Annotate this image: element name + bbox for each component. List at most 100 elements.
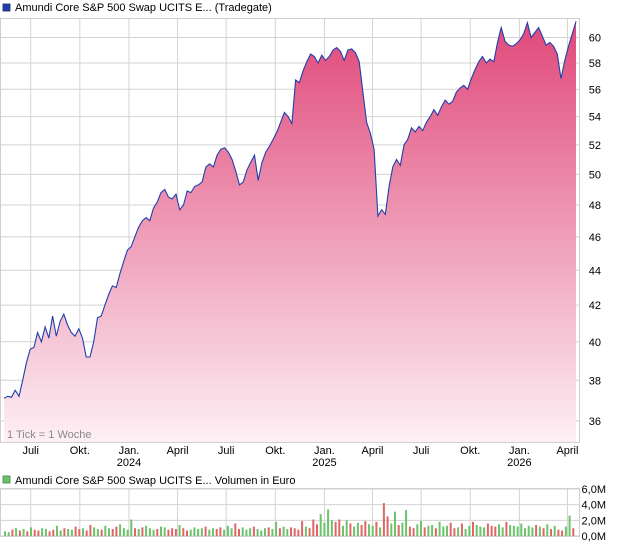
volume-bar: [208, 529, 211, 536]
volume-bar: [416, 524, 419, 537]
volume-bar: [48, 531, 51, 536]
volume-bar: [74, 526, 77, 536]
volume-bar: [264, 528, 266, 536]
x-tick-year: 2026: [507, 457, 531, 469]
volume-bar: [353, 526, 356, 536]
plot-frame: [0, 18, 580, 443]
volume-bar: [531, 527, 534, 536]
volume-bar: [498, 524, 500, 537]
volume-bar: [401, 522, 404, 536]
y-tick-label: 48: [589, 200, 601, 212]
volume-bar: [427, 525, 430, 536]
volume-bar: [63, 528, 66, 536]
volume-bar: [479, 526, 482, 536]
volume-bar: [182, 528, 185, 536]
y-tick-label: 40: [589, 337, 601, 349]
volume-bar: [223, 529, 226, 536]
x-tick-year: 2024: [117, 457, 141, 469]
volume-bar: [130, 519, 133, 536]
volume-bar: [412, 528, 415, 536]
volume-title: Amundi Core S&P 500 Swap UCITS E... Volu…: [15, 475, 295, 487]
volume-bar: [338, 519, 341, 536]
y-tick-label: 44: [589, 265, 601, 277]
x-tick-label: Okt.: [70, 445, 90, 457]
volume-bar: [11, 529, 14, 536]
volume-bar: [33, 529, 36, 536]
volume-bar: [30, 527, 32, 536]
volume-bar: [89, 525, 92, 536]
volume-bar: [486, 523, 489, 536]
volume-bar: [457, 527, 460, 536]
y-tick-label: 58: [589, 58, 601, 70]
volume-bar: [278, 528, 281, 536]
volume-bar: [512, 525, 515, 536]
volume-bar: [505, 521, 508, 536]
volume-bar: [70, 529, 73, 536]
volume-bar: [371, 525, 374, 536]
tick-note: 1 Tick = 1 Woche: [7, 429, 91, 441]
volume-bar: [375, 521, 378, 536]
volume-legend: Amundi Core S&P 500 Swap UCITS E... Volu…: [2, 475, 295, 487]
volume-bar: [156, 529, 159, 536]
volume-bars: [4, 503, 575, 537]
volume-bar: [564, 526, 567, 536]
volume-bar: [368, 524, 370, 537]
volume-bar: [464, 529, 467, 536]
y-tick-label: 42: [589, 300, 601, 312]
volume-bar: [349, 523, 352, 536]
volume-bar: [434, 528, 437, 536]
x-tick-year: 2025: [312, 457, 336, 469]
y-axis-right: 36 38 40 42 44 46 48 50 52 54 56 58 60: [589, 33, 601, 428]
volume-bar: [323, 522, 326, 536]
volume-bar: [509, 525, 512, 536]
volume-bar: [230, 528, 233, 536]
legend-marker: [2, 3, 11, 12]
volume-bar: [494, 526, 497, 536]
volume-bar: [271, 529, 274, 536]
volume-bar: [379, 527, 382, 536]
volume-bar: [475, 525, 478, 536]
volume-bar: [59, 530, 62, 536]
volume-bar: [245, 529, 248, 536]
volume-bar: [249, 528, 252, 536]
volume-bar: [100, 529, 103, 536]
x-tick-label: Jan.: [314, 445, 335, 457]
volume-bar: [256, 529, 259, 536]
volume-bar: [364, 521, 367, 536]
y-tick-label: 46: [589, 232, 601, 244]
volume-bar: [304, 526, 307, 536]
volume-bar: [446, 525, 448, 536]
volume-bar: [93, 527, 96, 536]
volume-bar: [119, 524, 122, 537]
volume-bar: [111, 529, 114, 536]
volume-bar: [163, 527, 166, 536]
x-tick-label: Jan.: [509, 445, 530, 457]
volume-bar: [568, 515, 571, 536]
y-tick-label: 50: [589, 169, 601, 181]
volume-bar: [297, 529, 300, 536]
legend: Amundi Core S&P 500 Swap UCITS E... (Tra…: [2, 2, 272, 14]
x-tick-label: Jan.: [119, 445, 140, 457]
volume-bar: [160, 526, 162, 536]
price-area: [4, 21, 576, 443]
chart-title: Amundi Core S&P 500 Swap UCITS E... (Tra…: [15, 2, 272, 14]
volume-bar: [553, 525, 556, 536]
volume-bar: [342, 525, 344, 536]
volume-bar: [37, 530, 40, 536]
volume-bar: [78, 529, 81, 536]
volume-bar: [286, 529, 289, 536]
volume-bar: [308, 528, 311, 536]
volume-bar: [96, 529, 99, 536]
volume-bar: [193, 527, 196, 536]
x-tick-label: April: [167, 445, 189, 457]
x-tick-label: April: [362, 445, 384, 457]
x-tick-label: Juli: [218, 445, 235, 457]
volume-bar: [405, 510, 408, 536]
volume-y-tick-label: 2,0M: [582, 515, 606, 527]
volume-bar: [438, 521, 441, 536]
volume-bar: [327, 509, 330, 536]
volume-bar: [171, 528, 174, 536]
y-tick-label: 36: [589, 416, 601, 428]
volume-bar: [535, 525, 538, 536]
